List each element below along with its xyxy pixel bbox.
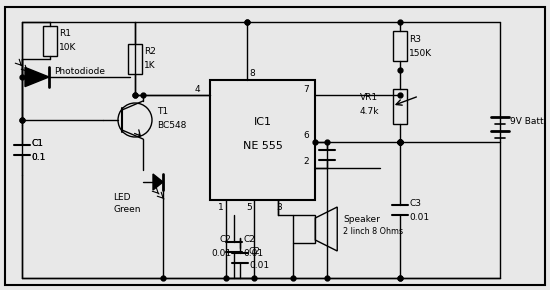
Text: 2: 2: [303, 157, 309, 166]
Text: 0.01: 0.01: [249, 260, 269, 269]
Text: C2: C2: [249, 246, 261, 255]
Text: 7: 7: [303, 84, 309, 93]
Text: NE 555: NE 555: [243, 141, 283, 151]
Text: 0.01: 0.01: [409, 213, 429, 222]
Polygon shape: [153, 174, 163, 190]
Text: C1: C1: [31, 139, 43, 148]
Text: 3: 3: [276, 204, 282, 213]
Text: C1: C1: [31, 139, 43, 148]
Text: R2: R2: [144, 47, 156, 56]
Text: 150K: 150K: [409, 48, 432, 57]
Text: IC1: IC1: [254, 117, 272, 127]
Text: 0.01: 0.01: [211, 249, 231, 258]
Polygon shape: [25, 67, 49, 87]
Text: LED: LED: [113, 193, 130, 202]
Text: Photodiode: Photodiode: [54, 68, 105, 77]
Text: 5: 5: [246, 204, 252, 213]
Bar: [393, 31, 407, 61]
Bar: [128, 44, 142, 73]
Text: 8: 8: [250, 70, 256, 79]
Text: VR1: VR1: [360, 93, 378, 102]
Text: C3: C3: [409, 198, 421, 208]
Text: R3: R3: [409, 35, 421, 44]
Text: 0.1: 0.1: [31, 153, 45, 162]
Text: 0.01: 0.01: [243, 249, 263, 258]
Text: Speaker: Speaker: [343, 215, 380, 224]
Text: R1: R1: [59, 29, 71, 38]
Text: C2: C2: [219, 235, 231, 244]
Text: C2: C2: [243, 235, 255, 244]
Text: 4.7k: 4.7k: [360, 108, 379, 117]
Text: 0.1: 0.1: [31, 153, 45, 162]
Text: 10K: 10K: [59, 43, 76, 52]
Text: 1: 1: [218, 204, 223, 213]
Bar: [210, 80, 315, 200]
Bar: [393, 88, 407, 124]
Text: T1: T1: [157, 108, 168, 117]
Text: 4: 4: [194, 84, 200, 93]
Bar: [293, 215, 315, 243]
Bar: [43, 26, 57, 55]
Text: 1K: 1K: [144, 61, 156, 70]
Text: Green: Green: [113, 204, 140, 213]
Text: 2 linch 8 Ohms: 2 linch 8 Ohms: [343, 227, 403, 237]
Text: BC548: BC548: [157, 121, 186, 130]
Text: 6: 6: [303, 131, 309, 140]
Text: 9V Batt: 9V Batt: [510, 117, 543, 126]
